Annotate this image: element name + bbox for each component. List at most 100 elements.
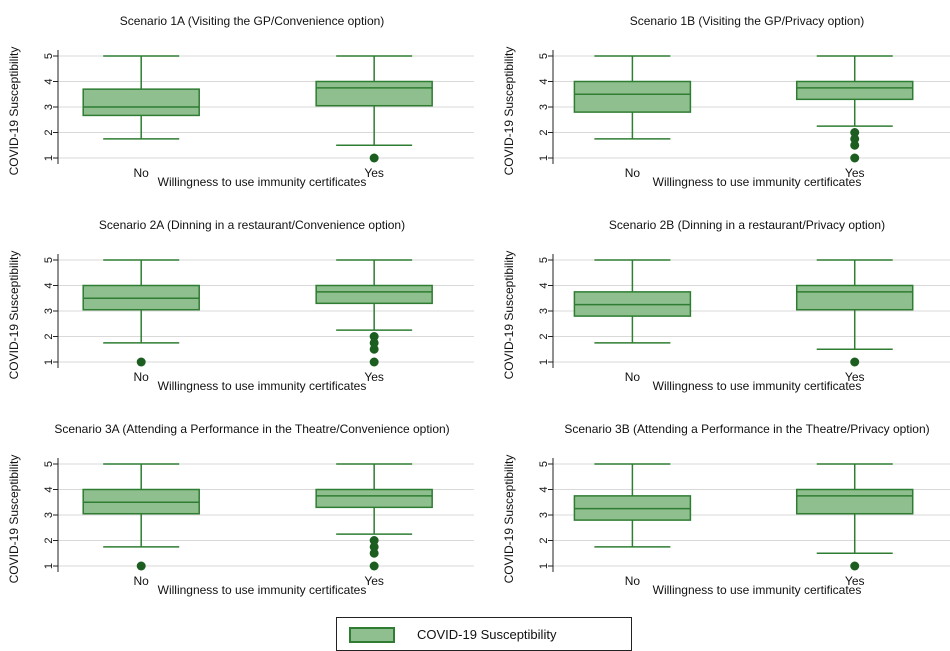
x-axis-label: Willingness to use immunity certificates [653,379,862,393]
iqr-box [573,80,692,113]
x-tick-label: No [625,574,641,588]
x-tick-label: No [134,574,150,588]
x-tick-label: No [625,166,641,180]
x-axis-label: Willingness to use immunity certificates [653,175,862,189]
y-tick-label: 5 [43,461,55,467]
outlier-point [850,153,860,163]
y-tick-label: 5 [43,53,55,59]
y-tick-label: 5 [538,257,550,263]
chart-title: Scenario 3A (Attending a Performance in … [54,422,449,436]
outlier-point [850,128,860,137]
box-no [573,463,692,548]
outlier-point [369,153,379,163]
y-tick-label: 5 [43,257,55,263]
x-axis-label: Willingness to use immunity certificates [653,583,862,597]
y-tick-label: 3 [43,308,55,314]
x-tick-label: No [625,370,641,384]
legend: COVID-19 Susceptibility [336,617,632,651]
panel-2: Scenario 1B (Visiting the GP/Privacy opt… [502,14,950,189]
x-tick-label: Yes [845,574,865,588]
box-no [82,259,200,367]
x-tick-label: No [134,166,150,180]
y-tick-label: 2 [538,537,550,543]
outlier-point [369,542,379,552]
x-tick-label: Yes [845,370,865,384]
y-tick-label: 3 [43,512,55,518]
panel-6: Scenario 3B (Attending a Performance in … [502,422,950,597]
box-yes [315,463,433,571]
outlier-point [369,536,379,545]
x-axis-label: Willingness to use immunity certificates [158,175,367,189]
y-axis-label: COVID-19 Susceptibility [7,47,21,176]
y-tick-label: 1 [538,359,550,365]
panel-3: Scenario 2A (Dinning in a restaurant/Con… [7,218,474,393]
legend-swatch [349,627,395,643]
y-tick-label: 2 [43,537,55,543]
x-axis-label: Willingness to use immunity certificates [158,379,367,393]
y-axis-label: COVID-19 Susceptibility [502,455,516,584]
y-tick-label: 1 [538,155,550,161]
chart-title: Scenario 2B (Dinning in a restaurant/Pri… [609,218,885,232]
y-tick-label: 1 [43,359,55,365]
x-axis-label: Willingness to use immunity certificates [158,583,367,597]
y-axis-label: COVID-19 Susceptibility [502,251,516,380]
y-tick-label: 4 [538,486,550,492]
y-tick-label: 4 [43,78,55,84]
x-tick-label: Yes [845,166,865,180]
iqr-box [315,488,433,509]
y-tick-label: 2 [538,129,550,135]
chart-title: Scenario 3B (Attending a Performance in … [564,422,929,436]
chart-title: Scenario 1B (Visiting the GP/Privacy opt… [630,14,865,28]
box-yes [315,259,433,367]
y-tick-label: 3 [538,512,550,518]
outlier-point [136,357,146,367]
y-tick-label: 2 [43,333,55,339]
y-tick-label: 4 [43,282,55,288]
y-tick-label: 4 [538,282,550,288]
box-yes [795,259,914,367]
box-yes [795,463,914,571]
y-tick-label: 1 [43,563,55,569]
outlier-point [850,134,860,144]
panel-4: Scenario 2B (Dinning in a restaurant/Pri… [502,218,950,393]
y-tick-label: 1 [43,155,55,161]
outlier-point [369,332,379,341]
y-tick-label: 4 [538,78,550,84]
x-tick-label: Yes [364,370,384,384]
outlier-point [369,344,379,354]
y-tick-label: 3 [538,308,550,314]
box-yes [795,55,914,163]
box-no [82,55,200,140]
iqr-box [795,488,914,515]
iqr-box [82,88,200,117]
iqr-box [795,80,914,101]
y-tick-label: 1 [538,563,550,569]
legend-label: COVID-19 Susceptibility [417,627,557,642]
outlier-point [369,561,379,571]
outlier-point [369,548,379,558]
iqr-box [795,284,914,311]
y-tick-label: 3 [538,104,550,110]
outlier-point [850,140,860,150]
y-tick-label: 2 [43,129,55,135]
outlier-point [850,357,860,367]
y-tick-label: 2 [538,333,550,339]
x-tick-label: No [134,370,150,384]
y-axis-label: COVID-19 Susceptibility [502,47,516,176]
panel-1: Scenario 1A (Visiting the GP/Convenience… [7,14,474,189]
panel-5: Scenario 3A (Attending a Performance in … [7,422,474,597]
chart-title: Scenario 1A (Visiting the GP/Convenience… [120,14,385,28]
y-tick-label: 4 [43,486,55,492]
outlier-point [136,561,146,571]
iqr-box [315,284,433,305]
x-tick-label: Yes [364,166,384,180]
box-no [82,463,200,571]
y-tick-label: 5 [538,53,550,59]
y-axis-label: COVID-19 Susceptibility [7,455,21,584]
outlier-point [850,561,860,571]
iqr-box [315,80,433,107]
box-no [573,55,692,140]
y-tick-label: 5 [538,461,550,467]
outlier-point [369,357,379,367]
